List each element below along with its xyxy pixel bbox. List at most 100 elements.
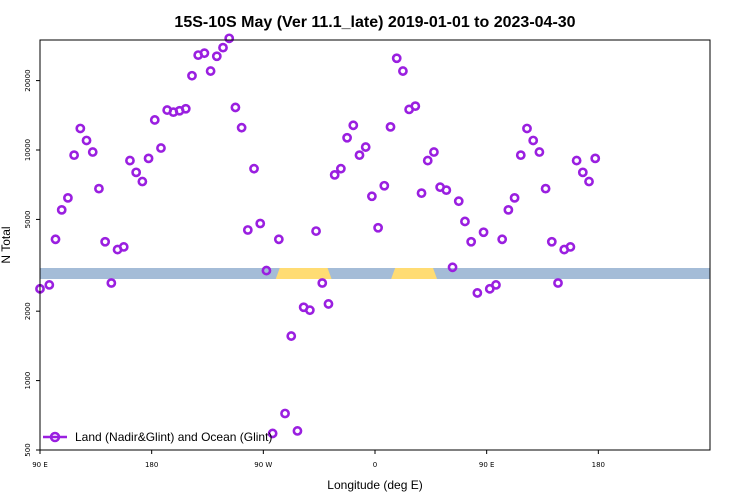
surface-strip (40, 268, 710, 279)
data-point (199, 48, 210, 59)
data-point (255, 218, 266, 229)
data-point (156, 143, 166, 153)
x-axis-label: Longitude (deg E) (327, 478, 422, 492)
data-point (540, 183, 551, 194)
data-point (218, 42, 228, 53)
x-tick-label: 90 W (254, 461, 272, 469)
data-point (348, 120, 359, 131)
land-segment (391, 268, 438, 279)
data-point (565, 242, 576, 252)
legend: Land (Nadir&Glint) and Ocean (Glint) (43, 430, 272, 444)
y-tick-label: 20000 (24, 69, 32, 91)
data-point (230, 102, 241, 113)
data-point (366, 191, 377, 202)
data-point (342, 132, 352, 143)
data-point (317, 278, 328, 288)
data-point (75, 123, 86, 134)
data-point (106, 278, 117, 288)
y-axis-label: N Total (0, 226, 13, 263)
data-point (571, 155, 582, 166)
data-point (56, 204, 67, 215)
data-point (590, 153, 601, 164)
data-point (118, 242, 129, 252)
data-point (553, 278, 563, 288)
y-tick-label: 2000 (24, 302, 32, 320)
data-point (261, 265, 272, 276)
ocean-band (40, 268, 710, 279)
data-point (379, 180, 390, 191)
data-point (360, 142, 371, 152)
y-tick-label: 500 (24, 443, 32, 456)
data-point (416, 188, 427, 199)
data-point (398, 66, 408, 76)
data-series (35, 33, 601, 439)
data-point (44, 280, 55, 290)
x-tick-label: 0 (373, 461, 377, 469)
data-point (205, 66, 216, 76)
data-point (503, 204, 514, 215)
data-point (522, 123, 532, 134)
data-point (69, 150, 80, 161)
data-point (491, 280, 501, 290)
data-point (466, 236, 477, 247)
y-tick-label: 10000 (24, 139, 32, 161)
data-point (125, 155, 135, 166)
legend-label: Land (Nadir&Glint) and Ocean (Glint) (75, 430, 272, 444)
data-point (429, 147, 439, 157)
data-point (335, 163, 346, 174)
data-point (63, 192, 73, 203)
data-point (584, 176, 594, 187)
data-point (472, 288, 483, 298)
data-point (131, 167, 142, 178)
data-point (137, 176, 148, 187)
data-point (546, 236, 557, 247)
data-point (410, 101, 421, 112)
data-point (94, 183, 104, 194)
data-point (441, 185, 452, 196)
data-point (497, 234, 508, 245)
data-point (249, 163, 259, 174)
data-point (180, 103, 191, 114)
x-tick-label: 180 (592, 461, 605, 469)
data-point (211, 51, 222, 62)
data-point (304, 305, 315, 316)
data-point (87, 147, 98, 157)
data-point (286, 331, 297, 341)
data-point (447, 262, 458, 273)
data-point (323, 299, 334, 309)
data-point (143, 153, 154, 164)
data-point (187, 70, 197, 81)
data-point (50, 234, 61, 245)
data-point (100, 236, 111, 247)
data-point (280, 408, 290, 419)
data-point (373, 222, 384, 233)
data-point (577, 167, 588, 178)
plot-frame (39, 39, 711, 451)
data-point (453, 196, 464, 207)
data-point (391, 53, 402, 64)
data-point (478, 227, 489, 238)
data-point (385, 121, 396, 132)
data-point (273, 234, 284, 245)
data-point (460, 216, 470, 227)
data-point (509, 192, 520, 203)
data-point (236, 122, 247, 133)
data-point (292, 426, 303, 436)
data-point (354, 150, 365, 161)
chart-title: 15S-10S May (Ver 11.1_late) 2019-01-01 t… (174, 14, 575, 31)
data-point (422, 155, 433, 166)
data-point (515, 150, 526, 161)
y-tick-label: 1000 (24, 372, 32, 390)
x-tick-label: 90 E (479, 461, 495, 469)
data-point (81, 135, 92, 146)
y-tick-label: 5000 (24, 211, 32, 229)
data-point (224, 33, 235, 44)
data-point (534, 147, 545, 157)
y-axis: 500 1000 2000 5000 10000 20000 (24, 69, 40, 457)
x-axis: 90 E 180 90 W 0 90 E 180 (32, 450, 605, 469)
data-point (311, 226, 321, 236)
land-segment (275, 268, 332, 279)
x-tick-label: 90 E (32, 461, 48, 469)
